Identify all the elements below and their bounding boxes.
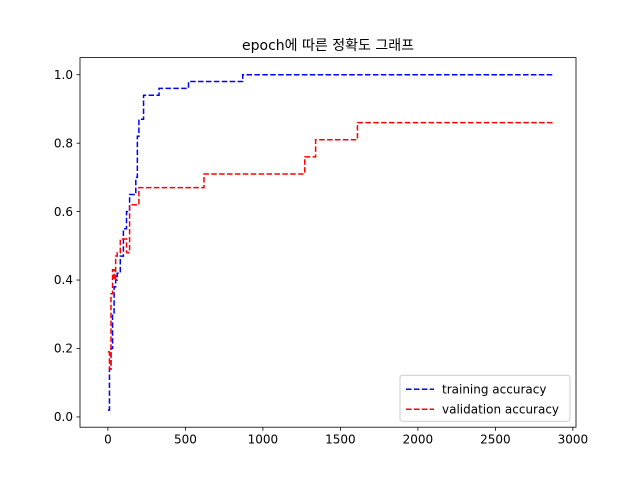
y-tick-label: 0.6 [54,205,73,219]
y-tick-label: 0.2 [54,342,73,356]
series-layer [107,73,555,411]
series-line-validation-accuracy [107,121,555,370]
x-tick-label: 3000 [558,433,589,447]
y-tick-label: 1.0 [54,68,73,82]
chart-title: epoch에 따른 정확도 그래프 [242,38,414,54]
legend-label: training accuracy [442,382,546,396]
x-tick-label: 1500 [325,433,356,447]
y-tick-label: 0.8 [54,136,73,150]
y-tick-label: 0.0 [54,410,73,424]
x-tick-label: 2500 [480,433,511,447]
x-tick-label: 2000 [403,433,434,447]
legend: training accuracy validation accuracy [399,374,571,422]
x-tick-label: 500 [174,433,197,447]
axes-layer: 0 500 1000 1500 2000 2500 3000 0.0 0.2 0.4 0.6 0.8 1… [54,57,589,447]
plot-frame [79,57,577,428]
legend-label: validation accuracy [442,402,559,416]
legend-box [399,374,571,422]
series-line-training-accuracy [107,73,555,411]
x-tick-label: 0 [104,433,112,447]
y-tick-label: 0.4 [54,273,73,287]
x-tick-label: 1000 [248,433,279,447]
